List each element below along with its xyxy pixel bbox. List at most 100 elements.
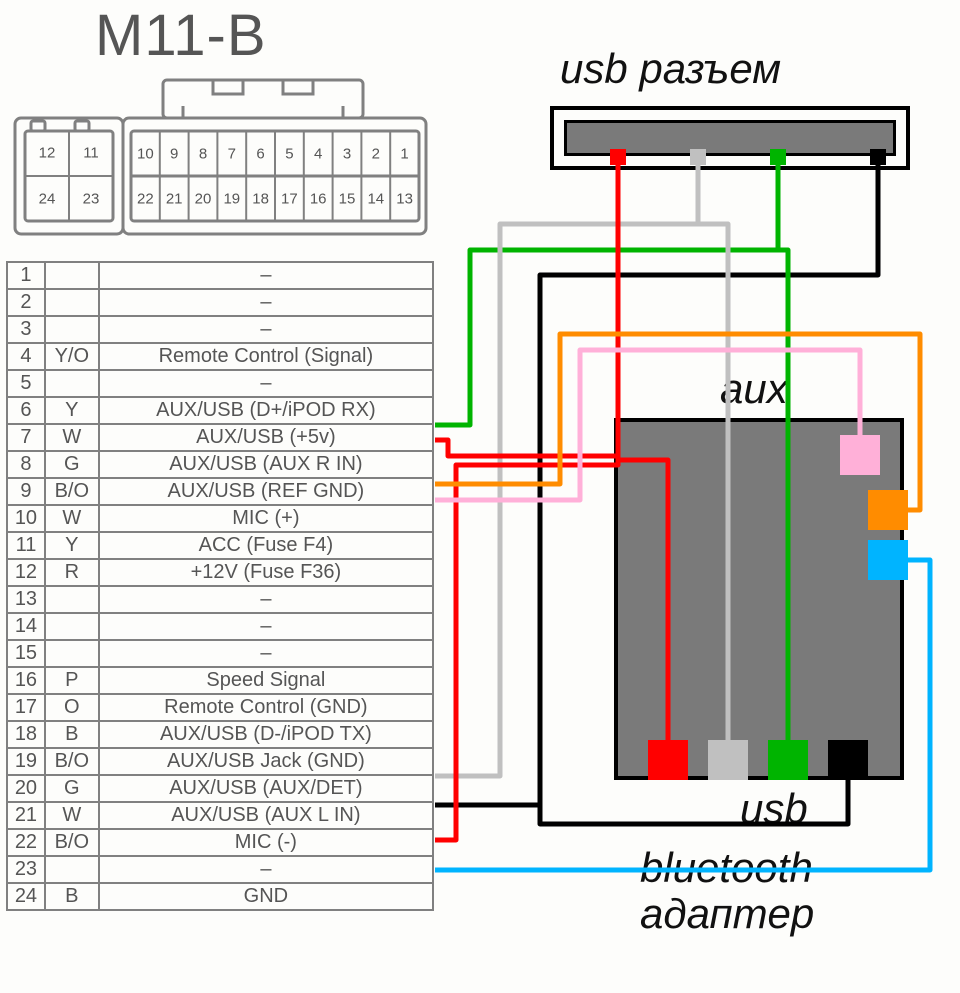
pin-number: 6 [7, 397, 45, 424]
svg-text:18: 18 [252, 191, 269, 208]
pin-row: 10WMIC (+) [7, 505, 433, 532]
svg-text:6: 6 [256, 146, 264, 163]
pin-description: GND [99, 883, 433, 910]
pin-number: 13 [7, 586, 45, 613]
pin-wire-color [45, 370, 99, 397]
svg-text:2: 2 [372, 146, 380, 163]
pin-description: MIC (+) [99, 505, 433, 532]
pin-description: – [99, 640, 433, 667]
bluetooth-adapter-label: bluetooth адаптер [640, 845, 814, 937]
pin-number: 14 [7, 613, 45, 640]
pin-row: 21WAUX/USB (AUX L IN) [7, 802, 433, 829]
svg-text:24: 24 [39, 191, 56, 208]
svg-text:14: 14 [367, 191, 384, 208]
pin-row: 12R+12V (Fuse F36) [7, 559, 433, 586]
svg-text:9: 9 [170, 146, 178, 163]
pin-number: 15 [7, 640, 45, 667]
svg-text:16: 16 [310, 191, 327, 208]
pin-row: 5– [7, 370, 433, 397]
wire-usb-vcc [435, 156, 618, 456]
pin-description: AUX/USB (AUX R IN) [99, 451, 433, 478]
pin-number: 24 [7, 883, 45, 910]
pin-number: 17 [7, 694, 45, 721]
usb-module-label: usb [740, 785, 808, 833]
svg-text:8: 8 [199, 146, 207, 163]
pin-description: AUX/USB (REF GND) [99, 478, 433, 505]
svg-text:19: 19 [223, 191, 240, 208]
pin-wire-color [45, 613, 99, 640]
usb-connector-title: usb разъем [560, 45, 781, 93]
connector-title: M11-B [95, 2, 267, 69]
pin-description: – [99, 289, 433, 316]
pin-description: Speed Signal [99, 667, 433, 694]
pin-description: – [99, 316, 433, 343]
svg-text:1: 1 [400, 146, 408, 163]
svg-text:13: 13 [396, 191, 413, 208]
pin-wire-color: W [45, 505, 99, 532]
m11b-connector-diagram: 102292182071961851741631521411312112423 [13, 76, 428, 246]
usb-pin-d+ [770, 149, 786, 165]
svg-text:5: 5 [285, 146, 293, 163]
pin-row: 22B/OMIC (-) [7, 829, 433, 856]
pin-number: 2 [7, 289, 45, 316]
pin-description: MIC (-) [99, 829, 433, 856]
pin-number: 4 [7, 343, 45, 370]
pin-row: 1– [7, 262, 433, 289]
pin-wire-color [45, 316, 99, 343]
svg-text:12: 12 [39, 145, 56, 162]
bt-port-usb_vcc [648, 740, 688, 780]
usb-connector [550, 106, 910, 170]
pin-number: 5 [7, 370, 45, 397]
pin-number: 3 [7, 316, 45, 343]
bt-port-aux_l [868, 540, 908, 580]
pin-wire-color: G [45, 451, 99, 478]
pin-description: – [99, 262, 433, 289]
pin-row: 16PSpeed Signal [7, 667, 433, 694]
svg-text:20: 20 [195, 191, 212, 208]
pin-row: 20GAUX/USB (AUX/DET) [7, 775, 433, 802]
pin-wire-color: B/O [45, 829, 99, 856]
aux-label: aux [720, 365, 788, 413]
pin-wire-color [45, 856, 99, 883]
pin-wire-color [45, 262, 99, 289]
pin-number: 11 [7, 532, 45, 559]
svg-text:17: 17 [281, 191, 298, 208]
pin-wire-color: O [45, 694, 99, 721]
pin-wire-color: R [45, 559, 99, 586]
svg-text:22: 22 [137, 191, 154, 208]
pin-number: 16 [7, 667, 45, 694]
pin-row: 6YAUX/USB (D+/iPOD RX) [7, 397, 433, 424]
bt-port-aux_top [840, 435, 880, 475]
pin-row: 15 – [7, 640, 433, 667]
bluetooth-label-line2: адаптер [640, 890, 814, 937]
pin-description: AUX/USB (D+/iPOD RX) [99, 397, 433, 424]
pin-number: 21 [7, 802, 45, 829]
pin-wire-color: W [45, 424, 99, 451]
pin-wire-color: B [45, 721, 99, 748]
pin-number: 12 [7, 559, 45, 586]
pin-number: 19 [7, 748, 45, 775]
pin-wire-color: B/O [45, 748, 99, 775]
pin-wire-color: B/O [45, 478, 99, 505]
pin-number: 20 [7, 775, 45, 802]
pin-number: 22 [7, 829, 45, 856]
pin-row: 9B/OAUX/USB (REF GND) [7, 478, 433, 505]
pin-description: ACC (Fuse F4) [99, 532, 433, 559]
pin-row: 14– [7, 613, 433, 640]
pin-wire-color: G [45, 775, 99, 802]
bt-port-usb_dp [768, 740, 808, 780]
pin-row: 3– [7, 316, 433, 343]
pin-description: +12V (Fuse F36) [99, 559, 433, 586]
pin-row: 24BGND [7, 883, 433, 910]
svg-text:11: 11 [83, 145, 99, 162]
pin-description: – [99, 856, 433, 883]
pin-wire-color: Y/O [45, 343, 99, 370]
pin-description: AUX/USB (+5v) [99, 424, 433, 451]
pin-number: 7 [7, 424, 45, 451]
pin-row: 8GAUX/USB (AUX R IN) [7, 451, 433, 478]
usb-pin-d- [690, 149, 706, 165]
pin-row: 4Y/ORemote Control (Signal) [7, 343, 433, 370]
pin-description: Remote Control (GND) [99, 694, 433, 721]
pin-wire-color [45, 289, 99, 316]
pin-description: AUX/USB (AUX/DET) [99, 775, 433, 802]
